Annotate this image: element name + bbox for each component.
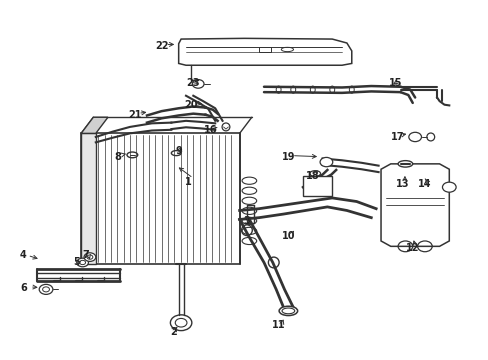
Text: 10: 10 xyxy=(281,231,295,240)
Circle shape xyxy=(408,132,421,141)
Polygon shape xyxy=(81,134,239,264)
Circle shape xyxy=(320,157,332,167)
Ellipse shape xyxy=(222,123,229,131)
Text: 23: 23 xyxy=(186,78,200,88)
Text: 22: 22 xyxy=(155,41,168,50)
Ellipse shape xyxy=(397,161,412,167)
Text: 21: 21 xyxy=(128,111,141,121)
Text: 19: 19 xyxy=(281,152,295,162)
Text: 15: 15 xyxy=(388,78,402,88)
Circle shape xyxy=(39,284,53,294)
Text: 13: 13 xyxy=(395,179,409,189)
Ellipse shape xyxy=(242,207,256,215)
Polygon shape xyxy=(380,164,448,246)
Text: 5: 5 xyxy=(73,257,80,267)
Text: 8: 8 xyxy=(114,152,121,162)
Circle shape xyxy=(170,315,191,330)
Text: 20: 20 xyxy=(184,100,197,110)
Text: 14: 14 xyxy=(417,179,431,189)
Text: 18: 18 xyxy=(305,171,319,181)
Text: 17: 17 xyxy=(390,132,404,142)
Ellipse shape xyxy=(242,217,256,225)
Ellipse shape xyxy=(242,187,256,194)
Circle shape xyxy=(77,258,88,267)
Circle shape xyxy=(442,182,455,192)
Text: 11: 11 xyxy=(271,320,285,330)
Polygon shape xyxy=(303,176,331,196)
Polygon shape xyxy=(178,39,351,65)
Text: 7: 7 xyxy=(82,250,89,260)
Ellipse shape xyxy=(242,177,256,184)
Text: 6: 6 xyxy=(20,283,27,293)
Text: 4: 4 xyxy=(19,250,26,260)
Text: 3: 3 xyxy=(243,216,250,226)
Ellipse shape xyxy=(242,197,256,204)
Ellipse shape xyxy=(242,237,256,244)
Text: 12: 12 xyxy=(405,243,419,253)
Circle shape xyxy=(84,253,96,261)
Text: 1: 1 xyxy=(184,177,191,187)
Ellipse shape xyxy=(242,227,256,234)
Text: 16: 16 xyxy=(203,125,217,135)
Polygon shape xyxy=(81,134,96,264)
Text: 2: 2 xyxy=(170,327,177,337)
Polygon shape xyxy=(81,117,108,134)
Ellipse shape xyxy=(279,306,297,316)
Text: 9: 9 xyxy=(175,146,182,156)
